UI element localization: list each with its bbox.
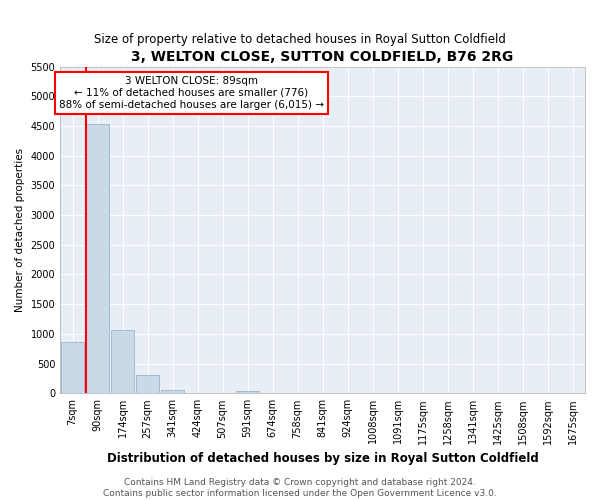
Bar [61, 342, 84, 394]
Bar [136, 376, 159, 394]
Bar [112, 330, 134, 394]
X-axis label: Distribution of detached houses by size in Royal Sutton Coldfield: Distribution of detached houses by size … [107, 452, 538, 465]
Text: Contains HM Land Registry data © Crown copyright and database right 2024.
Contai: Contains HM Land Registry data © Crown c… [103, 478, 497, 498]
Text: Size of property relative to detached houses in Royal Sutton Coldfield: Size of property relative to detached ho… [94, 32, 506, 46]
Text: 3 WELTON CLOSE: 89sqm
← 11% of detached houses are smaller (776)
88% of semi-det: 3 WELTON CLOSE: 89sqm ← 11% of detached … [59, 76, 324, 110]
Bar [236, 391, 259, 394]
Bar [161, 390, 184, 394]
Y-axis label: Number of detached properties: Number of detached properties [15, 148, 25, 312]
Title: 3, WELTON CLOSE, SUTTON COLDFIELD, B76 2RG: 3, WELTON CLOSE, SUTTON COLDFIELD, B76 2… [131, 50, 514, 64]
Bar [86, 124, 109, 394]
